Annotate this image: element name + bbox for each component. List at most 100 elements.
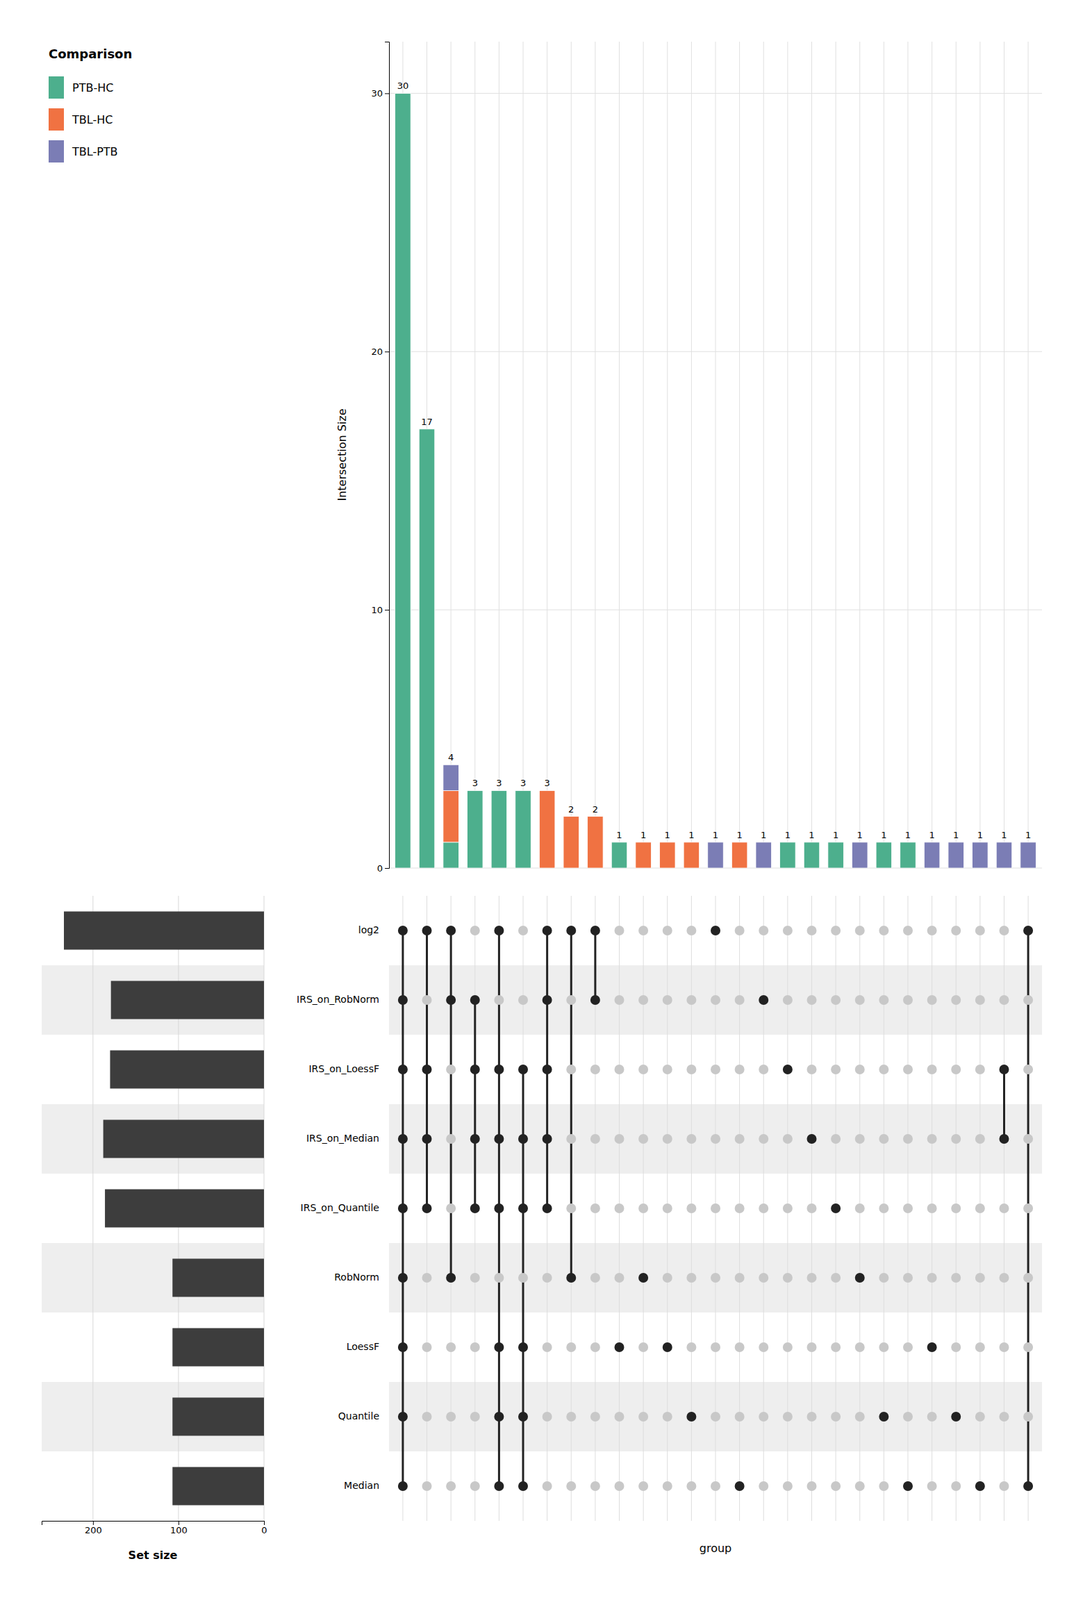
dot	[566, 1342, 576, 1353]
dot	[686, 1481, 697, 1492]
dot	[855, 1064, 865, 1075]
dot	[758, 1273, 769, 1284]
bar	[395, 93, 412, 94]
dot	[542, 925, 553, 936]
dot	[614, 1134, 625, 1145]
dot	[445, 995, 456, 1006]
axis: 2001000	[42, 1521, 268, 1536]
dot	[1023, 995, 1033, 1006]
dot-column	[975, 925, 986, 1492]
dot	[806, 1412, 817, 1422]
grid-line	[643, 41, 644, 869]
bar	[515, 790, 532, 792]
dot	[638, 1134, 649, 1145]
dot	[734, 1412, 745, 1422]
dot	[950, 925, 961, 936]
bar	[780, 841, 797, 843]
dot-column	[638, 925, 649, 1492]
dot	[614, 1203, 625, 1214]
dot	[950, 1134, 961, 1145]
bar	[563, 816, 580, 869]
dot	[903, 1342, 913, 1353]
totals: 30174333322111111111111111111	[397, 80, 1032, 840]
dot	[950, 1481, 961, 1492]
grid-line	[883, 41, 885, 869]
grid-line	[979, 41, 981, 869]
dot	[614, 995, 625, 1006]
tick: IRS_on_LoessF	[308, 1063, 380, 1075]
connector	[450, 930, 453, 1279]
grid-line	[811, 41, 813, 869]
dot	[855, 925, 865, 936]
bar	[803, 842, 820, 869]
dot	[758, 995, 769, 1006]
dot	[398, 1342, 408, 1353]
series	[443, 764, 1036, 869]
dot	[710, 1412, 721, 1422]
axis-title: Intersection Size	[335, 408, 349, 501]
dot	[975, 925, 986, 936]
axis-line	[42, 1522, 265, 1527]
dot	[398, 995, 408, 1006]
dot	[782, 1342, 793, 1353]
dot-column	[830, 925, 841, 1492]
tick: 200	[84, 1521, 103, 1536]
dot	[758, 1342, 769, 1353]
dot	[590, 1064, 601, 1075]
total-label: 1	[784, 830, 791, 841]
dot	[782, 1064, 793, 1075]
total-label: 1	[640, 830, 647, 841]
dot	[710, 1342, 721, 1353]
dot	[806, 925, 817, 936]
bar	[803, 841, 820, 843]
total-label: 1	[953, 830, 959, 841]
dot-column	[1023, 925, 1033, 1492]
dot	[493, 925, 504, 936]
dot-column	[398, 925, 408, 1492]
dot-column	[903, 925, 913, 1492]
dot	[493, 1134, 504, 1145]
bar	[731, 842, 748, 869]
grid-line	[523, 41, 524, 869]
dot	[566, 995, 576, 1006]
bar	[828, 841, 845, 843]
dot	[662, 1134, 673, 1145]
dot	[470, 1412, 481, 1422]
tick: 0	[261, 1521, 267, 1536]
dot	[614, 925, 625, 936]
bar	[395, 93, 412, 869]
bar	[63, 912, 264, 951]
grid-line	[859, 41, 860, 869]
tick-label: 200	[84, 1525, 103, 1536]
dot	[855, 1273, 865, 1284]
dot	[445, 925, 456, 936]
dot	[542, 1342, 553, 1353]
dot	[710, 925, 721, 936]
dot	[662, 1412, 673, 1422]
dot	[734, 1134, 745, 1145]
dot-column	[422, 925, 433, 1492]
dot	[470, 1203, 481, 1214]
dot	[493, 1412, 504, 1422]
dot	[975, 1481, 986, 1492]
dot	[950, 1064, 961, 1075]
dot	[518, 1412, 528, 1422]
bar	[900, 842, 917, 869]
total-label: 30	[397, 80, 410, 92]
dot	[542, 1273, 553, 1284]
bar	[539, 790, 556, 869]
row-bands	[41, 965, 1042, 1452]
dot	[927, 1342, 938, 1353]
total-label: 2	[592, 804, 599, 815]
dot	[470, 1064, 481, 1075]
dot	[758, 1412, 769, 1422]
dot	[998, 1134, 1009, 1145]
dot	[614, 1481, 625, 1492]
dot	[566, 1273, 576, 1284]
total-label: 1	[1001, 830, 1007, 841]
bar	[515, 790, 532, 869]
total-label: 1	[808, 830, 815, 841]
total-label: 1	[832, 830, 839, 841]
grid-line	[1028, 41, 1029, 869]
dot	[590, 925, 601, 936]
